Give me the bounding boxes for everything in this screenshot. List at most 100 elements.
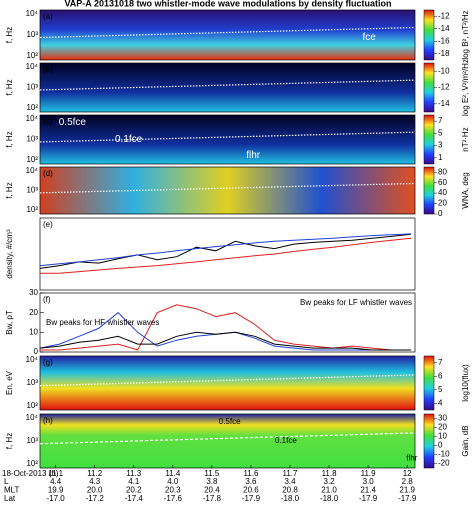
annotation: Bw peaks for HF whistler waves [46,318,159,327]
colorbar-tick-label: 30 [438,414,447,423]
annotation: 0.1fce [275,436,297,445]
colorbar [423,114,435,165]
ephemeris-value: 4.0 [167,477,179,486]
colorbar-label: log B², nT²/Hz [461,10,470,59]
x-tick-label: 11.2 [87,469,103,478]
y-axis-label: f, Hz [5,131,14,147]
ephemeris-name: MLT [4,486,20,495]
colorbar-tick-label: 60 [438,178,447,187]
figure-title: VAP-A 20131018 two whistler-mode wave mo… [64,0,391,8]
colorbar-label: nT²·Hz [461,127,470,151]
ephemeris-value: -17.6 [164,494,183,503]
annotation: flhr [246,150,261,161]
ephemeris-value: -17.8 [203,494,222,503]
ephemeris-value: 4.3 [89,477,101,486]
y-tick-label: 10⁴ [26,355,39,364]
colorbar-tick-label: 20 [438,199,447,208]
ephemeris-value: 3.0 [363,477,375,486]
fce-curve [39,79,416,91]
spectrogram [39,413,416,469]
data-line [39,233,412,267]
spectrogram [39,62,416,113]
colorbar [423,355,435,411]
y-tick-label: 30 [29,288,38,297]
colorbar-tick-label: 4 [438,398,443,407]
colorbar [423,166,435,215]
y-tick-label: 10³ [26,30,38,39]
ephemeris-value: 3.2 [324,477,336,486]
y-axis-label: Bw, pT [5,310,14,335]
ephemeris-value: 19.9 [48,486,64,495]
x-tick-label: 11.3 [126,469,142,478]
colorbar-tick-label: 7 [438,116,443,125]
spectrogram [39,114,416,165]
y-tick-label: 10³ [26,436,38,445]
colorbar-tick-label: -14 [438,24,450,33]
colorbar-tick-label: -12 [438,83,450,92]
ephemeris-value: 20.6 [243,486,259,495]
panel-label: (a) [43,12,53,21]
annotation: 0.5fce [59,117,87,128]
colorbar-label: WNA, deg [461,172,470,208]
panel-label: (b) [43,65,53,74]
x-tick-label: 11.7 [283,469,299,478]
colorbar-tick-label: 0 [438,441,443,450]
annotation: Bw peaks for LF whistler waves [300,298,412,307]
data-line [40,304,412,351]
x-tick-label: 11.5 [204,469,220,478]
colorbar-tick-label: 5 [438,385,443,394]
y-tick-label: 10⁴ [26,62,39,71]
ephemeris-value: 3.8 [206,477,218,486]
y-tick-label: 10² [26,155,38,164]
ephemeris-value: 4.4 [50,477,62,486]
colorbar-label: log10(flux) [461,364,470,402]
y-tick-label: 10⁴ [26,9,39,18]
annotation: 0.1fce [115,134,143,145]
y-tick-label: 10² [26,51,38,60]
y-axis-label: density, #/cm³ [5,229,14,279]
ephemeris-value: -17.2 [86,494,105,503]
ephemeris-value: 3.4 [284,477,296,486]
data-line [39,331,412,351]
ephemeris-value: -18.0 [281,494,300,503]
colorbar-tick-label: -16 [438,36,450,45]
x-tick-label: 11.1 [48,469,64,478]
plot-frame [39,217,416,291]
fce-curve [39,374,416,387]
ephemeris-name: Lat [4,494,16,503]
colorbar-tick-label: -10 [438,450,450,459]
y-tick-label: 10³ [26,83,38,92]
y-axis-label: f, Hz [5,182,14,198]
colorbar-label: Gain, dB [461,425,470,456]
panel-label: (g) [43,358,53,367]
spectrogram [39,355,416,411]
x-tick-label: 11.8 [322,469,338,478]
colorbar-tick-label: -10 [438,66,450,75]
y-axis-label: f, Hz [5,433,14,449]
colorbar [423,62,435,113]
ephemeris-value: -17.9 [242,494,261,503]
y-tick-label: 10⁴ [26,114,39,123]
ephemeris-value: 21.4 [360,486,376,495]
annotation: flhr [406,453,417,462]
ephemeris-value: 2.8 [402,477,414,486]
ephemeris-value: 3.6 [245,477,257,486]
ephemeris-value: -17.4 [125,494,144,503]
colorbar-tick-label: 10 [438,432,447,441]
ephemeris-value: -18.0 [320,494,339,503]
ephemeris-value: 20.4 [204,486,220,495]
ephemeris-value: -17.9 [398,494,417,503]
x-tick-label: 11.4 [165,469,181,478]
ephemeris-value: -17.0 [47,494,66,503]
colorbar-tick-label: -20 [438,459,450,468]
y-tick-label: 10³ [26,186,38,195]
annotation: 0.5fce [219,417,241,426]
annotation: fce [363,32,377,43]
colorbar-tick-label: 5 [438,128,443,137]
y-tick-label: 10⁴ [26,166,39,175]
colorbar [423,9,435,61]
data-line [40,237,412,274]
panel-label: (h) [43,416,53,425]
colorbar-tick-label: -12 [438,11,450,20]
y-axis-label: En, eV [5,370,14,395]
